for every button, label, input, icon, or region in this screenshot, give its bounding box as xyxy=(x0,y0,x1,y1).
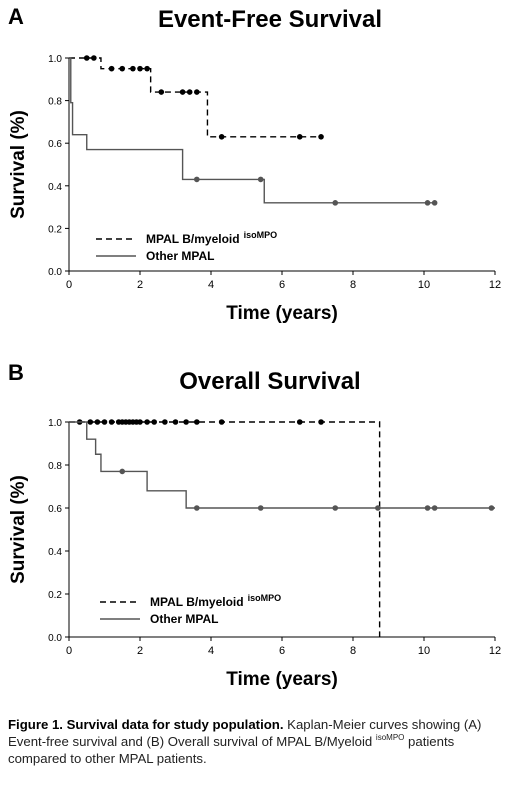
series-1-censor-point xyxy=(318,134,324,140)
y-tick-label: 0.6 xyxy=(48,504,62,515)
caption-bold: Figure 1. Survival data for study popula… xyxy=(8,717,284,732)
x-tick-label: 6 xyxy=(279,645,285,657)
series-2-censor-point xyxy=(424,200,431,206)
series-1-censor-point xyxy=(218,134,225,140)
series-2-curve xyxy=(69,421,495,509)
series-2-censor-point xyxy=(194,505,200,511)
x-tick-label: 12 xyxy=(489,279,501,291)
caption-text-2: patients compared to other MPAL patients… xyxy=(8,734,455,766)
series-2-curve xyxy=(69,57,435,204)
legend-label-1: MPAL B/myeloid isoMPO xyxy=(146,230,277,246)
x-axis-label: Time (years) xyxy=(226,303,338,324)
series-1-censor-point xyxy=(119,65,126,72)
series-1-censor-point xyxy=(87,419,94,425)
series-1-censor-point xyxy=(144,419,150,425)
panel-a-event-free-survival: A Event-Free Survival 0 2 4 6 8 10 12 0.0 0.2 0.4… xyxy=(0,0,520,355)
panel-b-overall-survival: B Overall Survival 0 2 4 6 8 10 12 0.0 0.2 0.4 0.6… xyxy=(0,360,520,705)
series-1-censor-point xyxy=(151,419,157,425)
x-tick-label: 10 xyxy=(418,279,430,291)
series-1-censor-point xyxy=(83,55,90,61)
series-1-censor-point xyxy=(101,419,108,425)
panel-b-title: Overall Survival xyxy=(179,368,361,395)
series-2-censor-point xyxy=(431,200,438,206)
panel-b-label: B xyxy=(8,360,24,385)
series-1-censor-point xyxy=(172,419,179,425)
y-tick-label: 0.2 xyxy=(48,590,62,601)
y-tick-label: 0.6 xyxy=(48,139,62,150)
series-1-censor-point xyxy=(194,89,200,95)
series-1-censor-point xyxy=(318,419,324,425)
x-tick-label: 12 xyxy=(489,645,501,657)
x-tick-label: 10 xyxy=(418,645,430,657)
panel-a-label: A xyxy=(8,4,24,29)
y-tick-label: 0.0 xyxy=(48,633,62,644)
y-tick-label: 0.2 xyxy=(48,224,62,235)
series-2-censor-point xyxy=(424,505,431,511)
series-1-censor-point xyxy=(91,55,97,61)
x-tick-label: 2 xyxy=(137,279,143,291)
panel-a-title: Event-Free Survival xyxy=(157,6,383,33)
x-tick-label: 4 xyxy=(208,645,214,657)
x-tick-label: 4 xyxy=(208,279,214,291)
series-1-censor-point xyxy=(158,89,165,95)
series-1-curve xyxy=(69,421,381,637)
series-1-censor-point xyxy=(179,89,186,95)
x-tick-label: 6 xyxy=(279,279,285,291)
chart-a-plot: 0 2 4 6 8 10 12 0.0 0.2 0.4 0.6 0.8 1.0 Time (years) S… xyxy=(8,54,501,324)
y-axis-label: Survival (%) xyxy=(8,110,29,219)
y-tick-label: 0.4 xyxy=(48,182,62,193)
series-1-censor-point xyxy=(94,419,101,425)
series-2-censor-point xyxy=(257,505,264,511)
legend-label-2: Other MPAL xyxy=(150,612,218,626)
legend-label-1: MPAL B/myeloid isoMPO xyxy=(150,593,281,609)
series-1-censor-point xyxy=(108,65,115,72)
series-1-censor-point xyxy=(108,419,115,425)
series-2-censor-point xyxy=(119,468,126,475)
y-axis-label: Survival (%) xyxy=(8,475,29,584)
figure-caption: Figure 1. Survival data for study popula… xyxy=(8,716,516,767)
legend-label-2: Other MPAL xyxy=(146,249,214,263)
y-tick-label: 1.0 xyxy=(48,54,62,65)
x-tick-label: 0 xyxy=(66,279,72,291)
series-1-censor-point xyxy=(296,419,303,425)
x-tick-label: 8 xyxy=(350,279,356,291)
series-1-censor-point xyxy=(194,419,200,425)
series-2-censor-point xyxy=(194,176,200,183)
series-1-censor-point xyxy=(130,65,136,72)
series-1-curve xyxy=(69,57,322,138)
series-2-censor-point xyxy=(431,505,438,511)
x-tick-label: 2 xyxy=(137,645,143,657)
series-2-censor-point xyxy=(332,200,339,206)
x-axis-label: Time (years) xyxy=(226,669,338,690)
y-tick-label: 0.8 xyxy=(48,461,62,472)
series-1-censor-point xyxy=(218,419,225,425)
caption-superscript: isoMPO xyxy=(375,733,405,742)
x-tick-label: 0 xyxy=(66,645,72,657)
series-1-censor-point xyxy=(296,134,303,140)
y-tick-label: 0.8 xyxy=(48,97,62,108)
y-tick-label: 0.0 xyxy=(48,267,62,278)
series-1-censor-point xyxy=(186,89,193,95)
y-tick-label: 0.4 xyxy=(48,547,62,558)
series-1-censor-point xyxy=(144,65,150,72)
series-1-censor-point xyxy=(137,65,143,72)
series-2-censor-point xyxy=(332,505,339,511)
series-1-censor-point xyxy=(137,419,143,425)
y-tick-label: 1.0 xyxy=(48,418,62,429)
series-1-censor-point xyxy=(162,419,168,425)
series-1-censor-point xyxy=(183,419,189,425)
series-2-censor-point xyxy=(375,505,381,511)
series-2-censor-point xyxy=(488,505,495,511)
series-2-censor-point xyxy=(257,176,264,183)
chart-b-plot: 0 2 4 6 8 10 12 0.0 0.2 0.4 0.6 0.8 1.0 Time (years) S… xyxy=(8,418,501,690)
x-tick-label: 8 xyxy=(350,645,356,657)
caption-text-1: Kaplan-Meier curves showing (A) Event-fr… xyxy=(8,717,482,749)
